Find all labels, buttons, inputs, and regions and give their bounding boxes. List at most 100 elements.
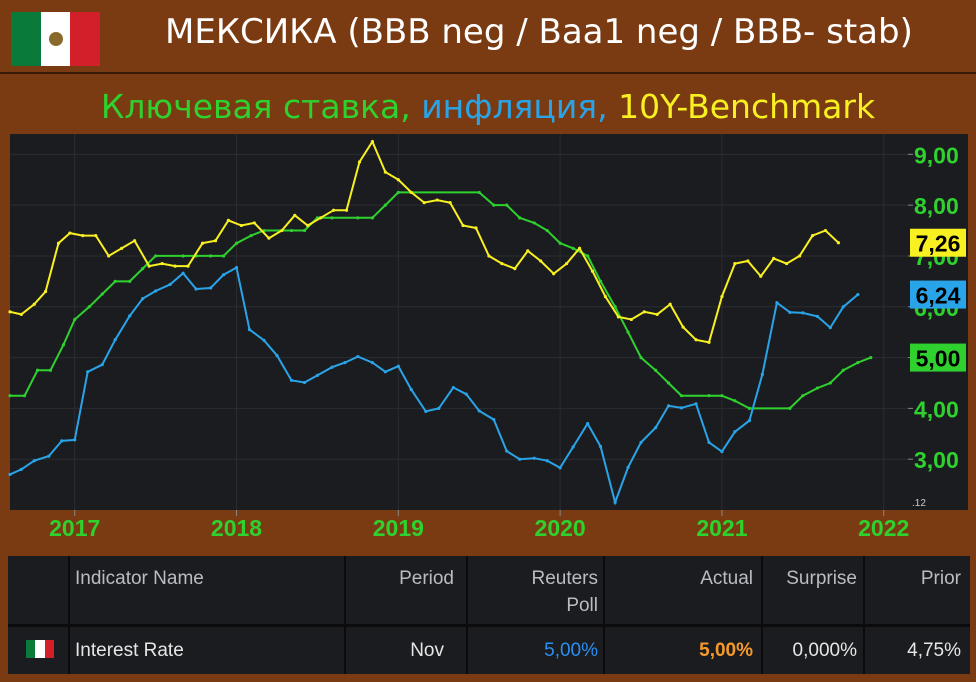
data-point-bond10y xyxy=(539,259,543,263)
row-period: Nov xyxy=(410,640,444,661)
data-point-rate xyxy=(221,254,226,258)
data-point-rate xyxy=(22,394,27,398)
data-point-bond10y xyxy=(590,269,595,273)
data-point-bond10y xyxy=(526,249,530,253)
subtitle-bond: 10Y-Benchmark xyxy=(618,87,876,126)
data-point-bond10y xyxy=(655,312,659,316)
data-point-rate xyxy=(477,190,481,195)
data-point-inflation xyxy=(60,439,64,443)
data-point-bond10y xyxy=(461,223,465,228)
data-point-inflation xyxy=(330,365,334,369)
data-point-bond10y xyxy=(19,312,23,316)
row-reuters-poll: 5,00% xyxy=(544,640,598,661)
data-point-bond10y xyxy=(68,231,72,235)
y-tick-label: 8,00 xyxy=(914,193,959,219)
data-point-bond10y xyxy=(642,310,646,314)
data-point-inflation xyxy=(639,440,643,445)
data-point-inflation xyxy=(788,310,792,314)
data-point-inflation xyxy=(234,266,239,270)
data-point-inflation xyxy=(424,409,428,414)
data-point-rate xyxy=(626,330,630,334)
data-point-bond10y xyxy=(186,264,190,268)
row-surprise: 0,000% xyxy=(792,640,857,661)
data-point-rate xyxy=(801,394,805,398)
data-point-rate xyxy=(505,203,509,207)
data-point-bond10y xyxy=(267,236,271,240)
data-point-rate xyxy=(613,305,617,309)
last-value-label: 6,24 xyxy=(916,283,961,309)
data-point-inflation xyxy=(613,500,617,504)
data-point-rate xyxy=(8,394,12,398)
column-divider xyxy=(761,556,763,674)
header-actual: Actual xyxy=(700,568,753,589)
data-point-rate xyxy=(181,254,185,258)
data-point-rate xyxy=(653,368,658,372)
y-tick-label: 9,00 xyxy=(914,142,959,168)
data-point-inflation xyxy=(492,417,496,422)
data-point-inflation xyxy=(168,282,172,286)
data-point-bond10y xyxy=(823,228,828,233)
y-tick-label: 4,00 xyxy=(914,396,959,422)
y-tick-label: 3,00 xyxy=(914,447,959,473)
data-point-bond10y xyxy=(448,200,452,205)
data-point-bond10y xyxy=(239,223,243,228)
data-point-bond10y xyxy=(552,272,556,276)
data-point-bond10y xyxy=(629,317,633,322)
plot-background xyxy=(10,134,908,510)
data-point-rate xyxy=(815,386,819,390)
header-indicator-name: Indicator Name xyxy=(75,568,204,589)
data-point-bond10y xyxy=(357,160,362,164)
data-point-inflation xyxy=(464,392,468,396)
last-value-tag-bg xyxy=(910,228,966,257)
data-point-bond10y xyxy=(772,256,776,261)
data-point-inflation xyxy=(760,372,764,376)
data-point-rate xyxy=(545,228,549,233)
data-point-bond10y xyxy=(785,261,789,266)
data-point-rate xyxy=(598,279,603,283)
data-point-inflation xyxy=(856,292,860,297)
data-point-inflation xyxy=(518,457,522,461)
data-point-inflation xyxy=(598,444,603,449)
data-point-bond10y xyxy=(132,239,137,243)
data-point-inflation xyxy=(128,314,132,318)
data-point-rate xyxy=(586,254,590,258)
data-point-inflation xyxy=(653,426,658,430)
data-point-bond10y xyxy=(487,254,491,258)
data-point-bond10y xyxy=(173,264,177,268)
data-point-rate xyxy=(234,241,239,245)
data-point-rate xyxy=(48,368,53,372)
corner-label: .12 xyxy=(912,498,926,509)
series-line-rate xyxy=(10,191,872,410)
data-point-rate xyxy=(666,381,671,385)
data-point-inflation xyxy=(275,353,279,358)
data-point-inflation xyxy=(194,287,198,291)
column-divider xyxy=(68,556,70,674)
data-point-inflation xyxy=(100,363,104,367)
data-point-rate xyxy=(639,355,643,360)
data-point-inflation xyxy=(47,454,51,458)
data-point-inflation xyxy=(801,311,805,315)
data-point-rate xyxy=(356,216,360,220)
data-point-inflation xyxy=(32,459,36,463)
data-point-rate xyxy=(720,394,724,398)
x-tick-label: 2018 xyxy=(211,515,262,541)
data-point-rate xyxy=(330,216,334,220)
data-point-bond10y xyxy=(577,246,582,250)
data-point-inflation xyxy=(8,472,12,477)
subtitle-rate: Ключевая ставка, xyxy=(100,87,411,126)
header-prior: Prior xyxy=(920,568,961,589)
data-point-inflation xyxy=(707,440,711,445)
line-chart: 3,004,005,006,007,008,009,00201720182019… xyxy=(8,134,968,544)
data-point-bond10y xyxy=(319,216,323,220)
data-point-bond10y xyxy=(409,190,413,195)
data-point-inflation xyxy=(383,370,387,374)
data-point-rate xyxy=(141,267,145,271)
data-point-bond10y xyxy=(616,315,620,319)
data-point-rate xyxy=(841,368,845,372)
data-point-bond10y xyxy=(120,246,124,250)
data-point-inflation xyxy=(86,370,90,374)
last-value-label: 7,26 xyxy=(916,231,961,257)
data-point-inflation xyxy=(154,289,158,293)
header-divider xyxy=(8,624,970,627)
x-tick-label: 2017 xyxy=(49,515,100,541)
